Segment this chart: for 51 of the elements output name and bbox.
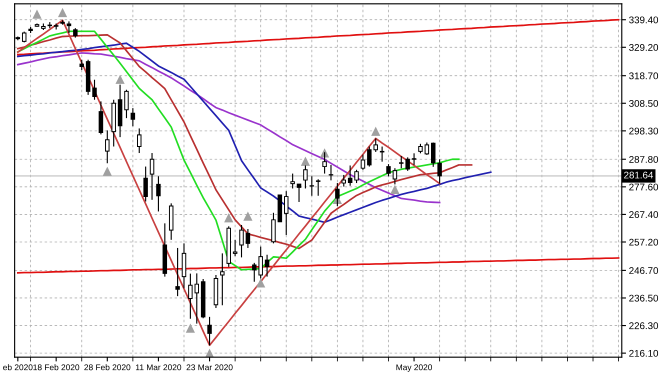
x-tick-label: May 2020	[396, 364, 432, 372]
candlestick	[137, 128, 142, 154]
point	[256, 279, 265, 288]
ref-line-label: 281.64	[624, 172, 654, 179]
point	[58, 8, 67, 18]
y-tick-label: 257.20	[629, 238, 658, 246]
candlestick	[182, 242, 186, 289]
y-tick-label: 298.30	[629, 128, 658, 134]
point	[390, 186, 400, 194]
line-series	[16, 19, 440, 346]
point	[103, 168, 112, 176]
y-tick-label: 318.70	[629, 72, 658, 80]
point	[301, 158, 310, 166]
candlestick	[220, 252, 225, 306]
y-tick-label: 287.80	[629, 156, 658, 163]
candlestick	[48, 22, 52, 29]
x-tick-label: 23 Mar 2020	[186, 364, 233, 370]
candlestick	[310, 176, 314, 196]
y-tick-label: 267.40	[629, 211, 658, 218]
x-tick-label: 28 Feb 2020	[84, 364, 130, 370]
candlestick	[79, 59, 84, 71]
point	[32, 10, 42, 19]
y-tick-label: 236.50	[629, 294, 658, 302]
y-tick-label: 308.50	[629, 100, 658, 107]
point	[186, 324, 195, 333]
candlestick	[105, 130, 110, 164]
line-series	[16, 257, 620, 274]
candlestick	[188, 273, 193, 320]
point	[116, 76, 124, 84]
line-series	[16, 18, 620, 56]
y-tick-label: 339.40	[629, 16, 658, 24]
candlestick	[284, 190, 288, 236]
x-tick-label: eb 2020	[3, 364, 33, 370]
y-tick-label: 216.10	[629, 350, 658, 357]
x-tick-label: 11 Mar 2020	[136, 364, 182, 370]
y-tick-label: 277.60	[629, 184, 658, 190]
candlestick	[373, 138, 378, 153]
point	[372, 128, 380, 136]
y-tick-label: 246.70	[629, 267, 658, 274]
line-series	[16, 52, 440, 204]
line-series	[16, 42, 492, 224]
candlestick	[342, 174, 346, 188]
y-tick-label: 329.20	[629, 44, 658, 51]
candlestick	[168, 202, 174, 240]
point	[224, 214, 233, 222]
candlestick	[194, 272, 200, 324]
candlestick	[252, 262, 257, 282]
candlestick	[399, 155, 404, 169]
point	[244, 212, 252, 221]
y-tick-label: 226.30	[629, 322, 658, 330]
x-tick-label: 18 Feb 2020	[33, 364, 80, 370]
